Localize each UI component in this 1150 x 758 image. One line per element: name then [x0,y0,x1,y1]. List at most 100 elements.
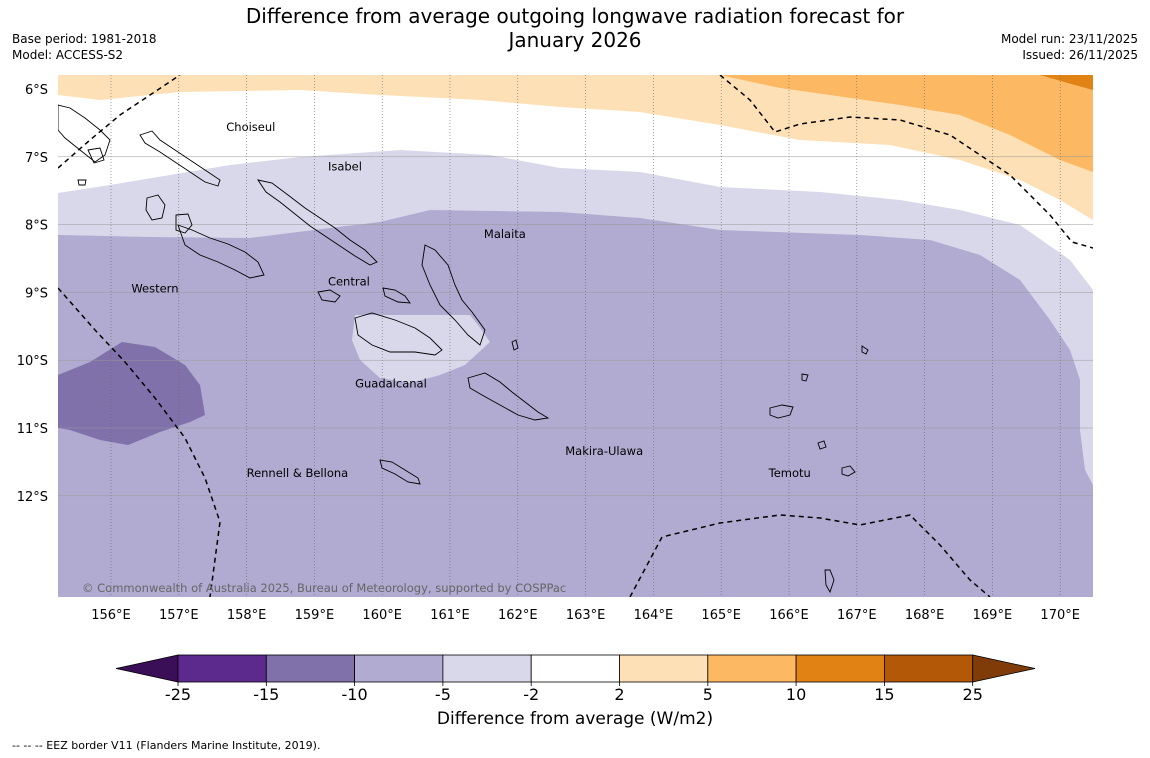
lon-tick-label: 165°E [701,608,741,623]
region-label: Guadalcanal [355,376,427,390]
colorbar-tick-label: 5 [703,685,713,704]
lat-tick-label: 9°S [25,286,48,301]
island-small-2 [801,373,809,382]
island-santa-cruz [769,404,794,419]
colorbar-tick-label: -15 [253,685,279,704]
lat-grid-lines [58,156,1093,497]
title-line-1: Difference from average outgoing longwav… [245,4,905,28]
land-outlines [58,104,869,594]
lon-tick-label: 160°E [362,608,402,623]
meta-right: Model run: 23/11/2025 Issued: 26/11/2025 [1001,31,1138,63]
eez-border-west [58,287,221,597]
island-bougainville-tip [58,104,111,163]
model-run: Model run: 23/11/2025 [1000,32,1138,46]
colorbar-tick-label: 15 [874,685,894,704]
lat-tick-label: 11°S [17,422,48,437]
colorbar-tick-label: 10 [786,685,806,704]
lon-tick-label: 157°E [159,608,199,623]
colorbar-segment [707,654,797,683]
island-isabel [257,179,378,266]
colorbar-segment [354,654,444,683]
eez-footnote: -- -- -- EEZ border V11 (Flanders Marine… [12,739,321,752]
base-period: Base period: 1981-2018 [12,32,157,46]
colorbar: -25 -15 -10 -5 -2 2 5 10 15 25 [115,654,1036,704]
island-rennell [379,459,421,485]
island-malaita [421,244,486,346]
chart-title: Difference from average outgoing longwav… [0,4,1150,52]
island-guadalcanal [354,312,443,356]
model-name: Model: ACCESS-S2 [12,48,124,62]
lon-tick-label: 159°E [295,608,335,623]
colorbar-tick-label: -2 [523,685,539,704]
anomaly-band-5-10 [720,75,1093,172]
island-vella-lavella [145,194,166,221]
eez-border-north [719,75,1093,249]
colorbar-segment [884,654,974,683]
region-label: Malaita [484,227,526,241]
lon-tick-label: 156°E [91,608,131,623]
colorbar-tick-label: 25 [963,685,983,704]
lon-tick-label: 162°E [498,608,538,623]
island-utupua [817,440,827,450]
colorbar-segment [795,654,885,683]
lat-tick-label: 12°S [17,490,48,505]
island-russell [382,287,411,304]
lat-tick-label: 7°S [25,151,48,166]
island-small-1 [511,339,519,351]
colorbar-tick-label: -10 [342,685,368,704]
lon-tick-label: 168°E [905,608,945,623]
colorbar-tick-label: 2 [614,685,624,704]
colorbar-arrow-right [972,654,1036,683]
grid-lines [110,75,1061,597]
colorbar-arrow-left [115,654,179,683]
lon-tick-label: 161°E [430,608,470,623]
colorbar-segment [442,654,532,683]
colorbar-segment [265,654,355,683]
lat-tick-label: 8°S [25,219,48,234]
anomaly-band-lt-m15 [58,342,205,445]
colorbar-tick-label: -5 [435,685,451,704]
anomaly-island-m5-m2 [352,315,490,383]
region-label: Isabel [328,159,362,173]
colorbar-segment [530,654,620,683]
lat-tick-label: 6°S [25,83,48,98]
island-shortland [87,147,105,164]
island-treasury [77,179,87,186]
island-choiseul [139,130,221,187]
lon-tick-label: 170°E [1040,608,1080,623]
title-line-2: January 2026 [508,28,642,52]
issued-date: Issued: 26/11/2025 [1022,48,1138,62]
colorbar-title: Difference from average (W/m2) [436,709,714,729]
lon-tick-label: 164°E [634,608,674,623]
island-new-georgia [177,224,265,279]
island-florida [317,289,341,303]
colorbar-segment [619,654,709,683]
lon-tick-label: 163°E [566,608,606,623]
lon-tick-label: 169°E [973,608,1013,623]
anomaly-band-10-15 [1040,75,1093,90]
lon-tick-label: 167°E [837,608,877,623]
map-area: Choiseul Isabel Malaita Western Central Guada… [58,75,1093,597]
island-kolombangara [175,213,193,234]
island-makira [467,372,550,421]
colorbar-segment [177,654,267,683]
anomaly-band-2-5 [58,75,1093,220]
lat-tick-labels: 6°S 7°S 8°S 9°S 10°S 11°S 12°S [17,83,48,505]
colorbar-tick-label: -25 [165,685,191,704]
region-label: Choiseul [226,120,275,134]
region-label: Temotu [768,466,811,480]
region-label: Makira-Ulawa [565,444,643,458]
lon-tick-labels: 156°E 157°E 158°E 159°E 160°E 161°E 162°E 163°E… [91,608,1080,623]
lon-tick-label: 166°E [769,608,809,623]
island-vanikoro [841,465,856,477]
region-label: Western [131,281,178,295]
island-tikopia-area [824,569,835,594]
region-label: Central [328,275,370,289]
lon-tick-label: 158°E [227,608,267,623]
island-small-3 [861,345,869,355]
copyright-text: © Commonwealth of Australia 2025, Bureau… [82,581,566,595]
region-label: Rennell & Bellona [247,466,349,480]
meta-left: Base period: 1981-2018 Model: ACCESS-S2 [12,31,157,63]
lat-tick-label: 10°S [17,354,48,369]
